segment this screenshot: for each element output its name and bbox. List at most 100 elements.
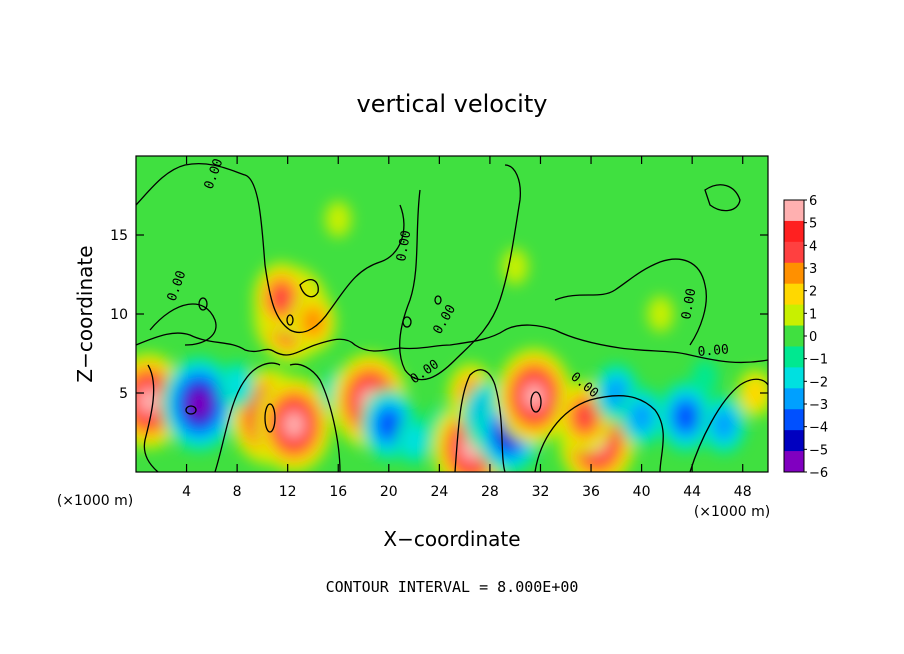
field-level — [523, 382, 546, 410]
colorbar-swatch — [784, 325, 804, 347]
x-tick-label: 4 — [182, 484, 191, 500]
field-feature — [691, 359, 718, 396]
colorbar-tick-label: −2 — [809, 375, 828, 390]
contour-line — [554, 258, 707, 346]
contour-line — [530, 391, 542, 413]
colorbar-swatch — [784, 451, 804, 473]
colorbar-swatch — [784, 388, 804, 410]
colorbar-tick-label: −6 — [809, 466, 828, 481]
colorbar-swatch — [784, 220, 804, 243]
x-axis-label: X−coordinate — [383, 527, 520, 551]
contour-line — [402, 316, 412, 328]
colorbar-tick-label: 0 — [809, 330, 817, 345]
field-feature — [737, 369, 768, 417]
field-level — [712, 409, 736, 440]
x-tick-label: 44 — [683, 484, 701, 500]
contour-line — [434, 295, 442, 305]
field-feature — [396, 416, 433, 465]
contour-line — [704, 184, 741, 212]
field-level — [188, 390, 211, 418]
colorbar-swatch — [784, 430, 804, 452]
colorbar-swatch — [784, 367, 804, 389]
contour-interval-note: CONTOUR INTERVAL = 8.000E+00 — [326, 578, 579, 596]
contour-lines — [136, 163, 768, 472]
contour-line — [398, 164, 521, 381]
field-level — [283, 410, 305, 439]
contour-line — [136, 163, 405, 334]
x-tick-label: 36 — [582, 484, 600, 500]
field-feature — [256, 376, 332, 472]
field-feature — [496, 348, 573, 445]
x-unit-label-left: (×1000 m) — [57, 493, 133, 509]
field-level — [604, 378, 628, 408]
field-feature — [325, 201, 352, 238]
contour-label: 0.00 — [679, 287, 699, 320]
colorbar-tick-label: −3 — [809, 398, 828, 413]
colorbar-tick-label: −4 — [809, 421, 828, 436]
contour-line — [289, 363, 341, 472]
field-level — [630, 401, 654, 432]
x-tick-label: 8 — [233, 484, 242, 500]
contour-label: 0.00 — [394, 229, 414, 262]
field-level — [573, 402, 596, 432]
field-level — [674, 402, 698, 432]
plot-area: 0.00 0.00 0.00 0.00 0.00 0.00 0.00 0.00 — [136, 156, 768, 472]
colorbar-tick-label: 6 — [809, 194, 817, 209]
contour-line — [534, 395, 664, 472]
field-level — [301, 306, 325, 337]
contour-line — [299, 279, 319, 298]
colorbar-swatch — [784, 409, 804, 431]
field-feature — [700, 394, 747, 455]
contour-line — [143, 364, 159, 472]
contour-line — [264, 403, 276, 433]
x-tick-label: 32 — [532, 484, 550, 500]
colorbar-tick-label: 1 — [809, 307, 817, 322]
y-tick-label: 15 — [110, 228, 128, 244]
colorbar-tick-label: 4 — [809, 239, 817, 254]
y-tick-label: 10 — [110, 307, 128, 323]
contour-line — [149, 303, 217, 346]
field-level — [137, 387, 160, 415]
contour-line — [286, 314, 294, 326]
colorbar-tick-label: 2 — [809, 285, 817, 300]
contour-line — [214, 362, 281, 472]
field-feature — [161, 356, 238, 453]
x-tick-label: 24 — [430, 484, 448, 500]
x-tick-label: 40 — [633, 484, 651, 500]
x-tick-label: 12 — [279, 484, 297, 500]
field-level — [647, 296, 674, 332]
contour-line — [198, 297, 208, 311]
field-level — [325, 201, 352, 238]
field-feature — [657, 380, 714, 453]
field-level — [402, 424, 427, 457]
field-level — [502, 248, 529, 285]
colorbar-tick-label: −5 — [809, 443, 828, 458]
colorbar-swatch — [784, 262, 804, 285]
colorbar-swatch — [784, 346, 804, 368]
x-axis: 4 8 12 16 20 24 28 32 36 40 44 48 — [182, 156, 752, 500]
field-level — [377, 410, 400, 439]
field-feature — [618, 386, 665, 447]
colorbar-swatch — [784, 304, 804, 327]
field-feature — [647, 296, 674, 332]
contour-line — [136, 324, 768, 364]
colorbar: 6 5 4 3 2 1 0 −1 −2 −3 −4 −5 −6 — [783, 194, 828, 481]
x-unit-label-right: (×1000 m) — [694, 504, 770, 520]
y-axis: 5 10 15 — [110, 228, 768, 402]
chart-title: vertical velocity — [357, 90, 548, 118]
field-feature — [219, 361, 256, 410]
x-tick-label: 48 — [734, 484, 752, 500]
field-feature — [502, 248, 529, 285]
contour-label: 0.00 — [697, 342, 730, 360]
contour-labels: 0.00 0.00 0.00 0.00 0.00 0.00 0.00 0.00 — [165, 157, 730, 401]
colorbar-tick-label: −1 — [809, 353, 828, 368]
field-level — [743, 377, 768, 409]
contour-line — [454, 369, 506, 472]
x-tick-label: 28 — [481, 484, 499, 500]
colorbar-swatch — [784, 283, 804, 306]
field-level — [225, 369, 250, 402]
field-level — [270, 283, 293, 313]
colorbar-tick-label: 5 — [809, 217, 817, 232]
x-tick-label: 20 — [380, 484, 398, 500]
